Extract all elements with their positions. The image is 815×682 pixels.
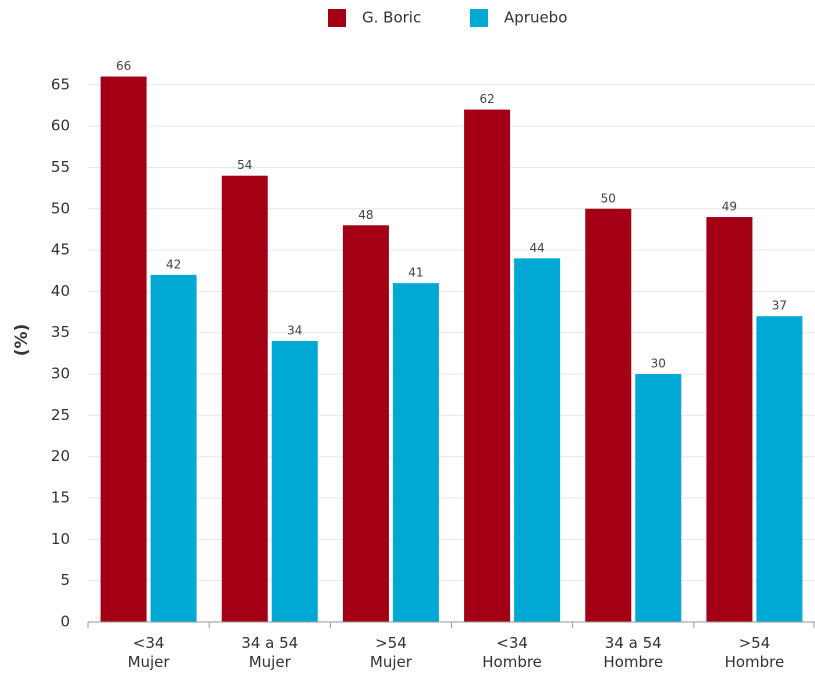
y-tick-label: 35 — [51, 323, 70, 341]
value-label: 30 — [651, 357, 666, 371]
y-tick-label: 15 — [51, 489, 70, 507]
x-tick-label: 34 a 54 Mujer — [241, 634, 298, 671]
value-label: 44 — [529, 241, 544, 255]
value-label: 42 — [166, 257, 181, 271]
y-tick-label: 65 — [51, 75, 70, 93]
bar — [706, 217, 753, 622]
y-tick-label: 50 — [51, 199, 70, 217]
value-label: 62 — [479, 92, 494, 106]
value-label: 49 — [722, 200, 737, 214]
bar — [221, 175, 268, 623]
x-tick-label: <34 Hombre — [482, 634, 542, 671]
value-label: 48 — [358, 208, 373, 222]
bar — [464, 109, 511, 622]
bar — [585, 208, 632, 622]
bar — [271, 341, 318, 622]
value-label: 50 — [601, 191, 616, 205]
value-label: 41 — [408, 266, 423, 280]
bar — [342, 225, 389, 622]
y-tick-label: 0 — [60, 613, 70, 631]
bar — [100, 76, 147, 622]
y-tick-label: 5 — [60, 571, 70, 589]
y-tick-label: 10 — [51, 530, 70, 548]
y-tick-label: 60 — [51, 117, 70, 135]
x-tick-label: 34 a 54 Hombre — [603, 634, 663, 671]
legend-swatch — [328, 9, 346, 27]
x-tick-label: >54 Hombre — [725, 634, 785, 671]
y-tick-label: 30 — [51, 365, 70, 383]
x-tick-label: >54 Mujer — [370, 634, 413, 671]
bar — [635, 374, 682, 622]
legend-label: G. Boric — [362, 9, 421, 27]
x-tick-label: <34 Mujer — [128, 634, 171, 671]
value-label: 37 — [772, 299, 787, 313]
bar — [392, 283, 439, 622]
y-tick-label: 40 — [51, 282, 70, 300]
y-axis-label: (%) — [12, 324, 32, 357]
bar — [756, 316, 803, 622]
y-tick-label: 20 — [51, 447, 70, 465]
bar — [514, 258, 561, 622]
y-tick-label: 25 — [51, 406, 70, 424]
legend-label: Apruebo — [504, 9, 567, 27]
y-tick-label: 45 — [51, 241, 70, 259]
value-label: 54 — [237, 158, 252, 172]
legend-swatch — [470, 9, 488, 27]
y-tick-label: 55 — [51, 158, 70, 176]
value-label: 34 — [287, 324, 302, 338]
bar — [150, 274, 197, 622]
value-label: 66 — [116, 59, 131, 73]
